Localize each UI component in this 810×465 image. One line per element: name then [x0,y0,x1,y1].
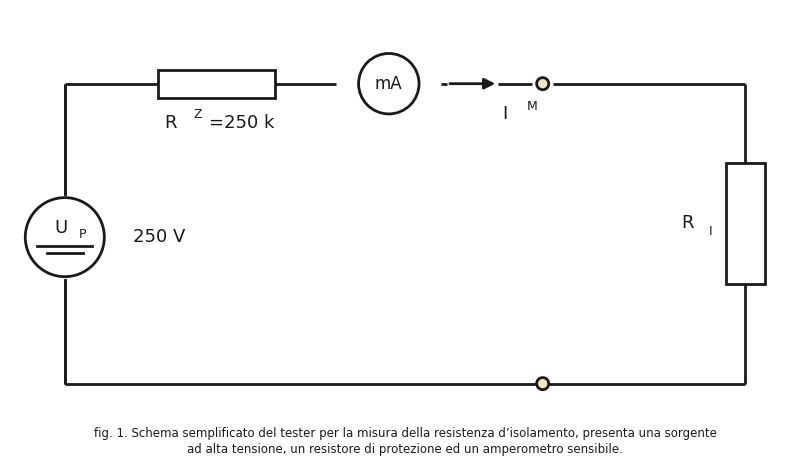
Text: mA: mA [375,75,403,93]
Text: R: R [681,214,693,232]
Text: M: M [526,100,537,113]
Ellipse shape [537,378,548,390]
Text: I: I [502,105,507,123]
Text: Z: Z [194,108,202,121]
Text: =250 k: =250 k [209,114,275,132]
Bar [726,163,765,284]
Ellipse shape [359,53,419,114]
Ellipse shape [537,78,548,90]
Text: fig. 1. Schema semplificato del tester per la misura della resistenza d’isolamen: fig. 1. Schema semplificato del tester p… [94,427,716,440]
Text: R: R [164,114,177,132]
Text: U: U [54,219,67,237]
Text: ad alta tensione, un resistore di protezione ed un amperometro sensibile.: ad alta tensione, un resistore di protez… [187,443,623,456]
Text: 250 V: 250 V [133,228,185,246]
Ellipse shape [25,198,104,277]
Text: I: I [709,225,712,238]
Bar [158,70,275,98]
Text: P: P [79,228,87,241]
